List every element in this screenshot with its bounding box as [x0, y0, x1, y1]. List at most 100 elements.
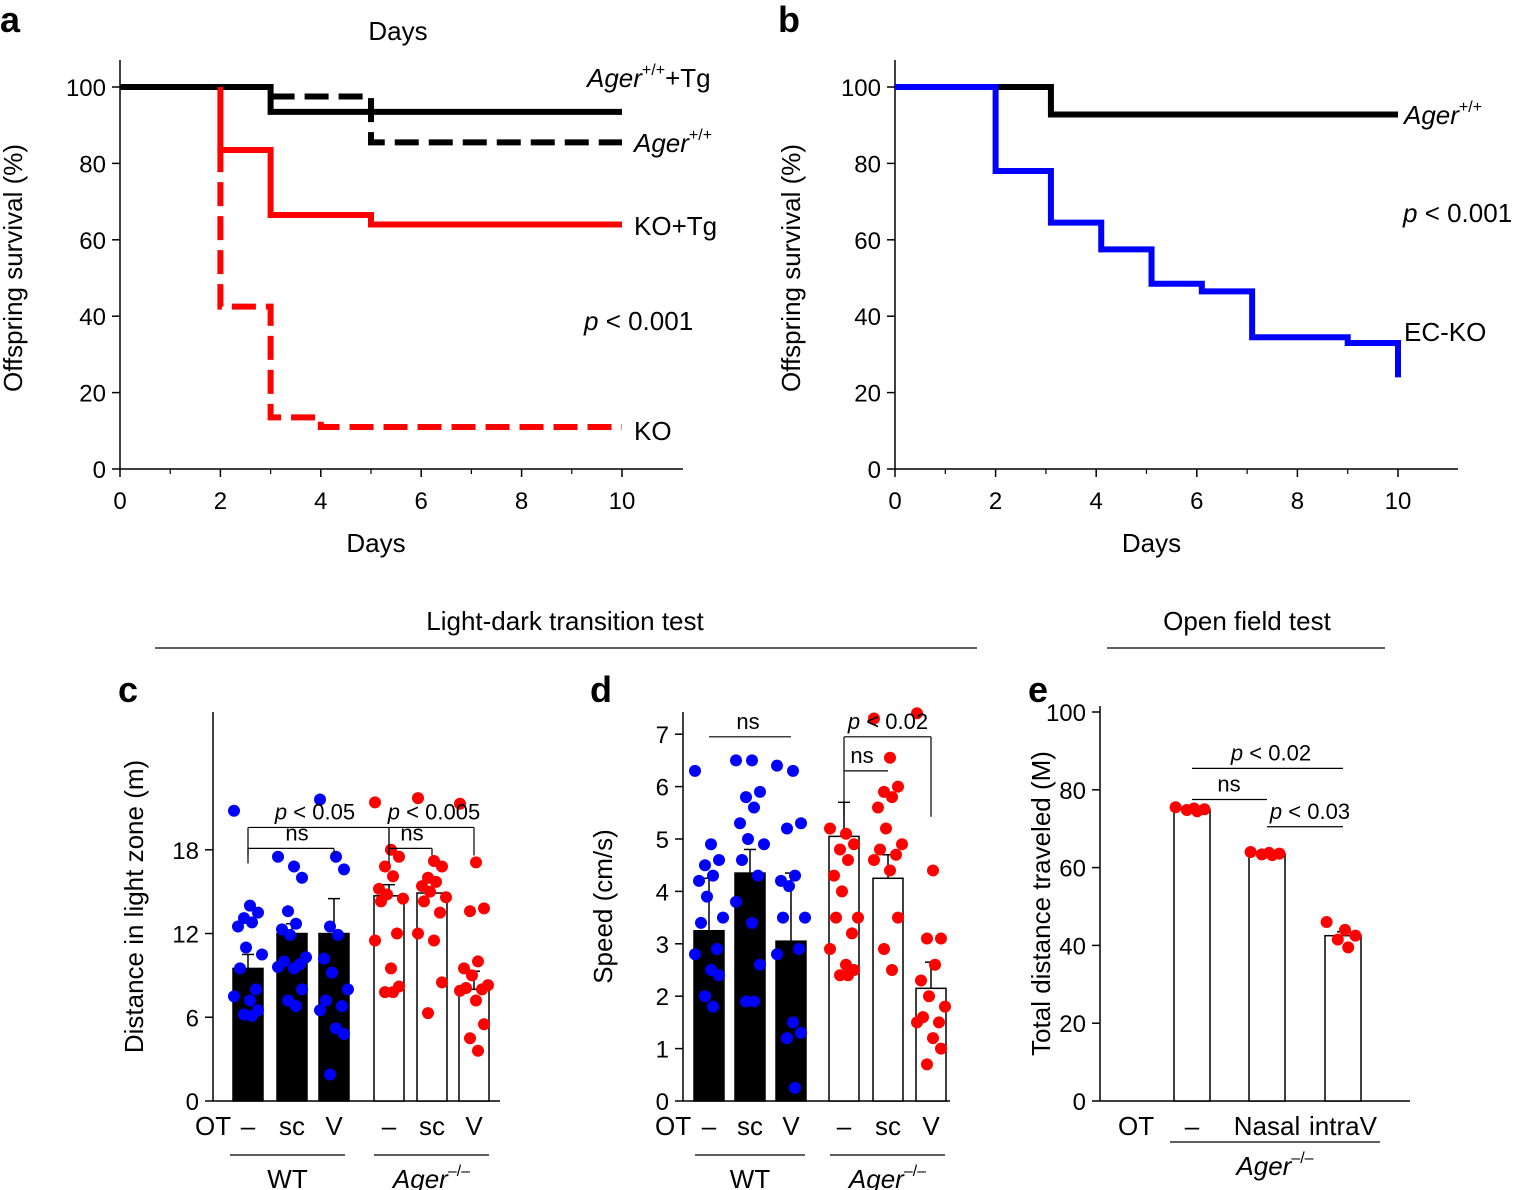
- bracket-label-2: p < 0.005: [387, 799, 480, 824]
- data-point: [332, 928, 344, 941]
- y-tick-label: 40: [854, 304, 881, 331]
- data-point: [927, 1032, 939, 1045]
- data-point: [781, 1032, 793, 1045]
- y-tick-label: 80: [854, 151, 881, 178]
- category-label-4: sc: [419, 1111, 445, 1141]
- y-tick-label: 0: [868, 457, 881, 484]
- bracket-label-1-rest: < 0.02: [860, 709, 928, 734]
- data-point: [466, 969, 478, 982]
- data-point: [1255, 848, 1268, 861]
- data-point: [272, 961, 284, 974]
- x-tick-label: 2: [214, 488, 227, 515]
- data-point: [478, 1018, 490, 1031]
- group-label-main: Ager: [391, 1164, 449, 1190]
- data-point: [783, 880, 795, 893]
- data-point: [793, 943, 805, 956]
- category-label-3: –: [837, 1111, 852, 1141]
- p-value-annotation-rest: < 0.001: [1417, 198, 1512, 228]
- data-point: [878, 943, 890, 956]
- category-label-2: V: [325, 1111, 343, 1141]
- y-tick-label: 0: [656, 1089, 669, 1116]
- ot-row-label: OT: [1118, 1111, 1154, 1141]
- panel-letter-c: c: [118, 669, 138, 710]
- category-label-0: –: [702, 1111, 717, 1141]
- data-point: [256, 948, 268, 961]
- data-point: [748, 995, 760, 1008]
- data-point: [746, 916, 758, 929]
- y-axis-label: Offspring survival (%): [776, 144, 806, 392]
- data-point: [464, 905, 476, 918]
- data-point: [734, 817, 746, 830]
- data-point: [290, 1000, 302, 1013]
- data-point: [836, 885, 848, 898]
- data-point: [884, 864, 896, 877]
- data-point: [412, 927, 424, 940]
- x-tick-label: 4: [1090, 488, 1103, 515]
- data-point: [232, 920, 244, 933]
- data-point: [324, 920, 336, 933]
- group-label-sup: –/–: [448, 1163, 470, 1180]
- data-point: [758, 838, 770, 851]
- data-point: [868, 712, 880, 725]
- series-label-1: Ager+/+: [632, 127, 712, 158]
- chart-title: Days: [368, 16, 427, 46]
- data-point: [387, 986, 399, 999]
- data-point: [288, 860, 300, 873]
- data-point: [939, 1000, 951, 1013]
- x-tick-label: 10: [1385, 488, 1412, 515]
- data-point: [707, 1000, 719, 1013]
- y-tick-label: 0: [186, 1089, 199, 1116]
- data-point: [458, 962, 470, 975]
- data-point: [711, 943, 723, 956]
- data-point: [713, 969, 725, 982]
- data-point: [430, 875, 442, 888]
- x-tick-label: 6: [415, 488, 428, 515]
- data-point: [336, 1000, 348, 1013]
- bracket-label-1: ns: [285, 820, 308, 845]
- data-point: [234, 962, 246, 975]
- y-tick-label: 20: [79, 381, 106, 408]
- data-point: [828, 869, 840, 882]
- group-label-main: WT: [730, 1164, 771, 1190]
- data-point: [890, 848, 902, 861]
- x-tick-label: 8: [1291, 488, 1304, 515]
- data-point: [246, 916, 258, 929]
- data-point: [436, 976, 448, 989]
- data-point: [689, 948, 701, 961]
- y-tick-label: 7: [656, 722, 669, 749]
- bar-1: [734, 872, 766, 1102]
- data-point: [470, 994, 482, 1007]
- x-tick-label: 8: [515, 488, 528, 515]
- y-tick-label: 12: [172, 922, 199, 949]
- series-label-tail: +Tg: [665, 63, 711, 93]
- data-point: [795, 817, 807, 830]
- category-label-0: –: [1185, 1111, 1200, 1141]
- data-point: [244, 899, 256, 912]
- ot-row-label: OT: [195, 1111, 231, 1141]
- data-point: [884, 751, 896, 764]
- y-axis-label: Distance in light zone (m): [119, 760, 149, 1053]
- data-point: [842, 853, 854, 866]
- data-point: [282, 905, 294, 918]
- series-label-0: Ager+/+: [1402, 99, 1482, 130]
- series-line-1: [895, 84, 1401, 378]
- data-point: [1320, 916, 1333, 929]
- y-tick-label: 5: [656, 827, 669, 854]
- section-title-open-field: Open field test: [1163, 606, 1331, 636]
- data-point: [1266, 849, 1279, 862]
- y-axis-label: Total distance traveled (M): [1026, 751, 1056, 1056]
- data-point: [740, 791, 752, 804]
- x-tick-label: 0: [888, 488, 901, 515]
- data-point: [1349, 929, 1362, 942]
- group-label-0: Ager–/–: [1234, 1150, 1313, 1181]
- group-label-sup: –/–: [904, 1163, 926, 1180]
- data-point: [314, 1004, 326, 1017]
- series-label-sup: +/+: [1459, 99, 1482, 116]
- x-tick-label: 6: [1190, 488, 1203, 515]
- data-point: [736, 853, 748, 866]
- data-point: [927, 864, 939, 877]
- data-point: [935, 1042, 947, 1055]
- group-label-1: Ager–/–: [391, 1163, 470, 1190]
- y-tick-label: 80: [1059, 778, 1086, 805]
